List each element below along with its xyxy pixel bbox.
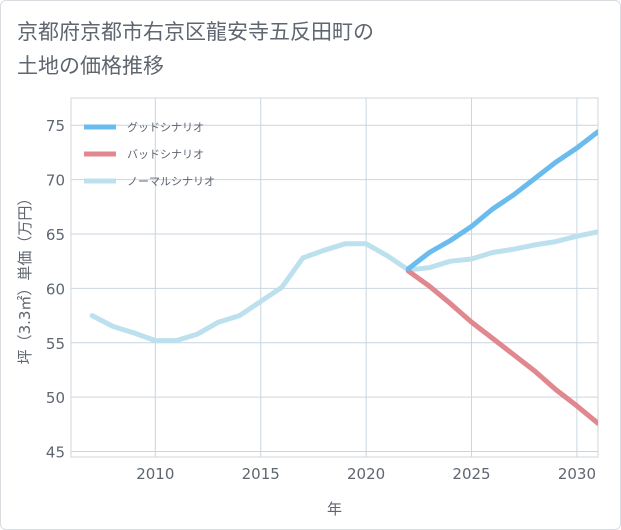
x-tick-labels: 2010 2015 2020 2025 2030: [136, 465, 596, 483]
y-tick-label: 60: [46, 280, 65, 298]
y-tick-label: 75: [46, 117, 65, 135]
series-line-1: [405, 268, 598, 426]
x-tick-label: 2020: [347, 465, 385, 483]
x-tick-label: 2025: [452, 465, 490, 483]
x-tick-label: 2010: [136, 465, 174, 483]
series-lines: [89, 129, 598, 426]
y-tick-label: 45: [46, 444, 65, 462]
series-line-0: [405, 129, 598, 272]
y-tick-labels: 45 50 55 60 65 70 75: [46, 117, 65, 461]
series-line-2: [89, 229, 598, 344]
legend-label: ノーマルシナリオ: [127, 175, 215, 188]
x-tick-label: 2030: [558, 465, 596, 483]
chart-title: 京都府京都市右京区龍安寺五反田町の 土地の価格推移: [17, 15, 577, 83]
y-tick-label: 50: [46, 389, 65, 407]
x-axis-label: 年: [327, 500, 342, 518]
x-tick-label: 2015: [242, 465, 280, 483]
y-tick-label: 70: [46, 172, 65, 190]
y-tick-label: 55: [46, 335, 65, 353]
legend-label: グッドシナリオ: [127, 120, 204, 134]
chart-title-line-1: 京都府京都市右京区龍安寺五反田町の: [17, 20, 374, 44]
legend-label: バッドシナリオ: [127, 148, 204, 161]
chart-title-line-2: 土地の価格推移: [17, 54, 164, 78]
y-tick-label: 65: [46, 226, 65, 244]
y-axis-label: 坪（3.3㎡）単価（万円）: [16, 191, 34, 365]
